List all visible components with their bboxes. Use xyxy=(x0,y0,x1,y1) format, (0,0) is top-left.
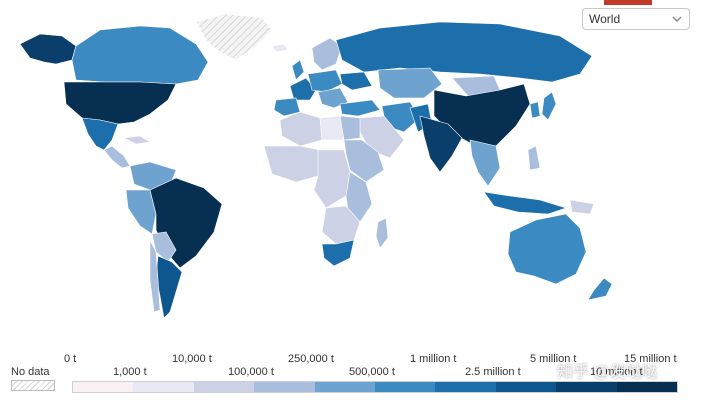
legend-bin-4[interactable] xyxy=(314,382,376,392)
country-uk[interactable] xyxy=(291,59,305,81)
legend-bin-6[interactable] xyxy=(435,382,496,392)
country-southeast-asia[interactable] xyxy=(469,139,501,187)
country-russia[interactable] xyxy=(335,21,593,83)
country-ukraine[interactable] xyxy=(339,71,373,91)
country-central-america[interactable] xyxy=(103,145,131,169)
country-mexico[interactable] xyxy=(81,117,119,151)
country-canada[interactable] xyxy=(71,25,209,85)
country-egypt[interactable] xyxy=(339,115,361,141)
header-accent-tab xyxy=(604,0,652,5)
country-scandinavia[interactable] xyxy=(311,37,343,71)
legend-label-top-5: 15 million t xyxy=(624,353,677,365)
legend-label-top-0: 0 t xyxy=(64,353,77,365)
legend-color-scale xyxy=(72,381,678,393)
legend-bin-9[interactable] xyxy=(616,382,678,392)
country-iceland[interactable] xyxy=(271,43,289,53)
country-usa[interactable] xyxy=(63,81,177,125)
country-chile[interactable] xyxy=(149,239,161,313)
legend-bin-5[interactable] xyxy=(375,382,436,392)
country-alaska[interactable] xyxy=(19,33,77,65)
country-france[interactable] xyxy=(289,77,317,101)
country-west-africa[interactable] xyxy=(263,145,321,183)
legend-label-top-2: 250,000 t xyxy=(288,353,334,365)
country-greenland[interactable] xyxy=(195,13,273,61)
country-kazakhstan[interactable] xyxy=(377,67,443,99)
country-spain[interactable] xyxy=(273,97,301,117)
watermark: 知乎 @发哒哒 xyxy=(557,364,658,381)
legend-bin-7[interactable] xyxy=(495,382,557,392)
legend-bin-1[interactable] xyxy=(133,382,194,392)
country-sudan-ethiopia[interactable] xyxy=(343,139,385,183)
country-madagascar[interactable] xyxy=(375,217,389,249)
legend-label-bottom-0: 1,000 t xyxy=(113,366,147,378)
country-morocco-algeria[interactable] xyxy=(279,111,323,147)
region-select-value: World xyxy=(589,12,621,26)
legend-label-top-1: 10,000 t xyxy=(172,353,212,365)
country-south-africa[interactable] xyxy=(321,239,355,267)
country-japan[interactable] xyxy=(541,91,557,121)
country-central-africa[interactable] xyxy=(313,149,351,209)
country-new-zealand[interactable] xyxy=(587,277,613,301)
legend-bin-8[interactable] xyxy=(556,382,617,392)
legend-label-bottom-2: 500,000 t xyxy=(349,366,395,378)
legend-label-top-4: 5 million t xyxy=(530,353,577,365)
legend-label-bottom-1: 100,000 t xyxy=(228,366,274,378)
country-india[interactable] xyxy=(419,115,463,173)
legend-label-top-3: 1 million t xyxy=(410,353,457,365)
country-turkey[interactable] xyxy=(339,99,381,117)
legend-bin-2[interactable] xyxy=(193,382,255,392)
legend-no-data-swatch xyxy=(11,380,55,391)
country-philippines[interactable] xyxy=(527,145,541,171)
region-select[interactable]: World xyxy=(582,8,690,30)
country-png[interactable] xyxy=(569,199,595,215)
country-bolivia[interactable] xyxy=(151,231,177,263)
country-australia[interactable] xyxy=(507,213,587,285)
legend-label-bottom-4: 10 million t xyxy=(590,366,643,378)
country-korea[interactable] xyxy=(529,101,541,119)
legend-no-data-label: No data xyxy=(11,366,50,378)
chevron-down-icon xyxy=(672,16,682,22)
world-choropleth-map xyxy=(19,13,613,319)
country-indonesia[interactable] xyxy=(483,191,567,215)
country-cuba[interactable] xyxy=(122,135,151,145)
country-germany-poland[interactable] xyxy=(307,69,343,93)
legend-label-bottom-3: 2.5 million t xyxy=(465,366,521,378)
legend-bin-3[interactable] xyxy=(254,382,315,392)
legend-bin-0[interactable] xyxy=(73,382,134,392)
